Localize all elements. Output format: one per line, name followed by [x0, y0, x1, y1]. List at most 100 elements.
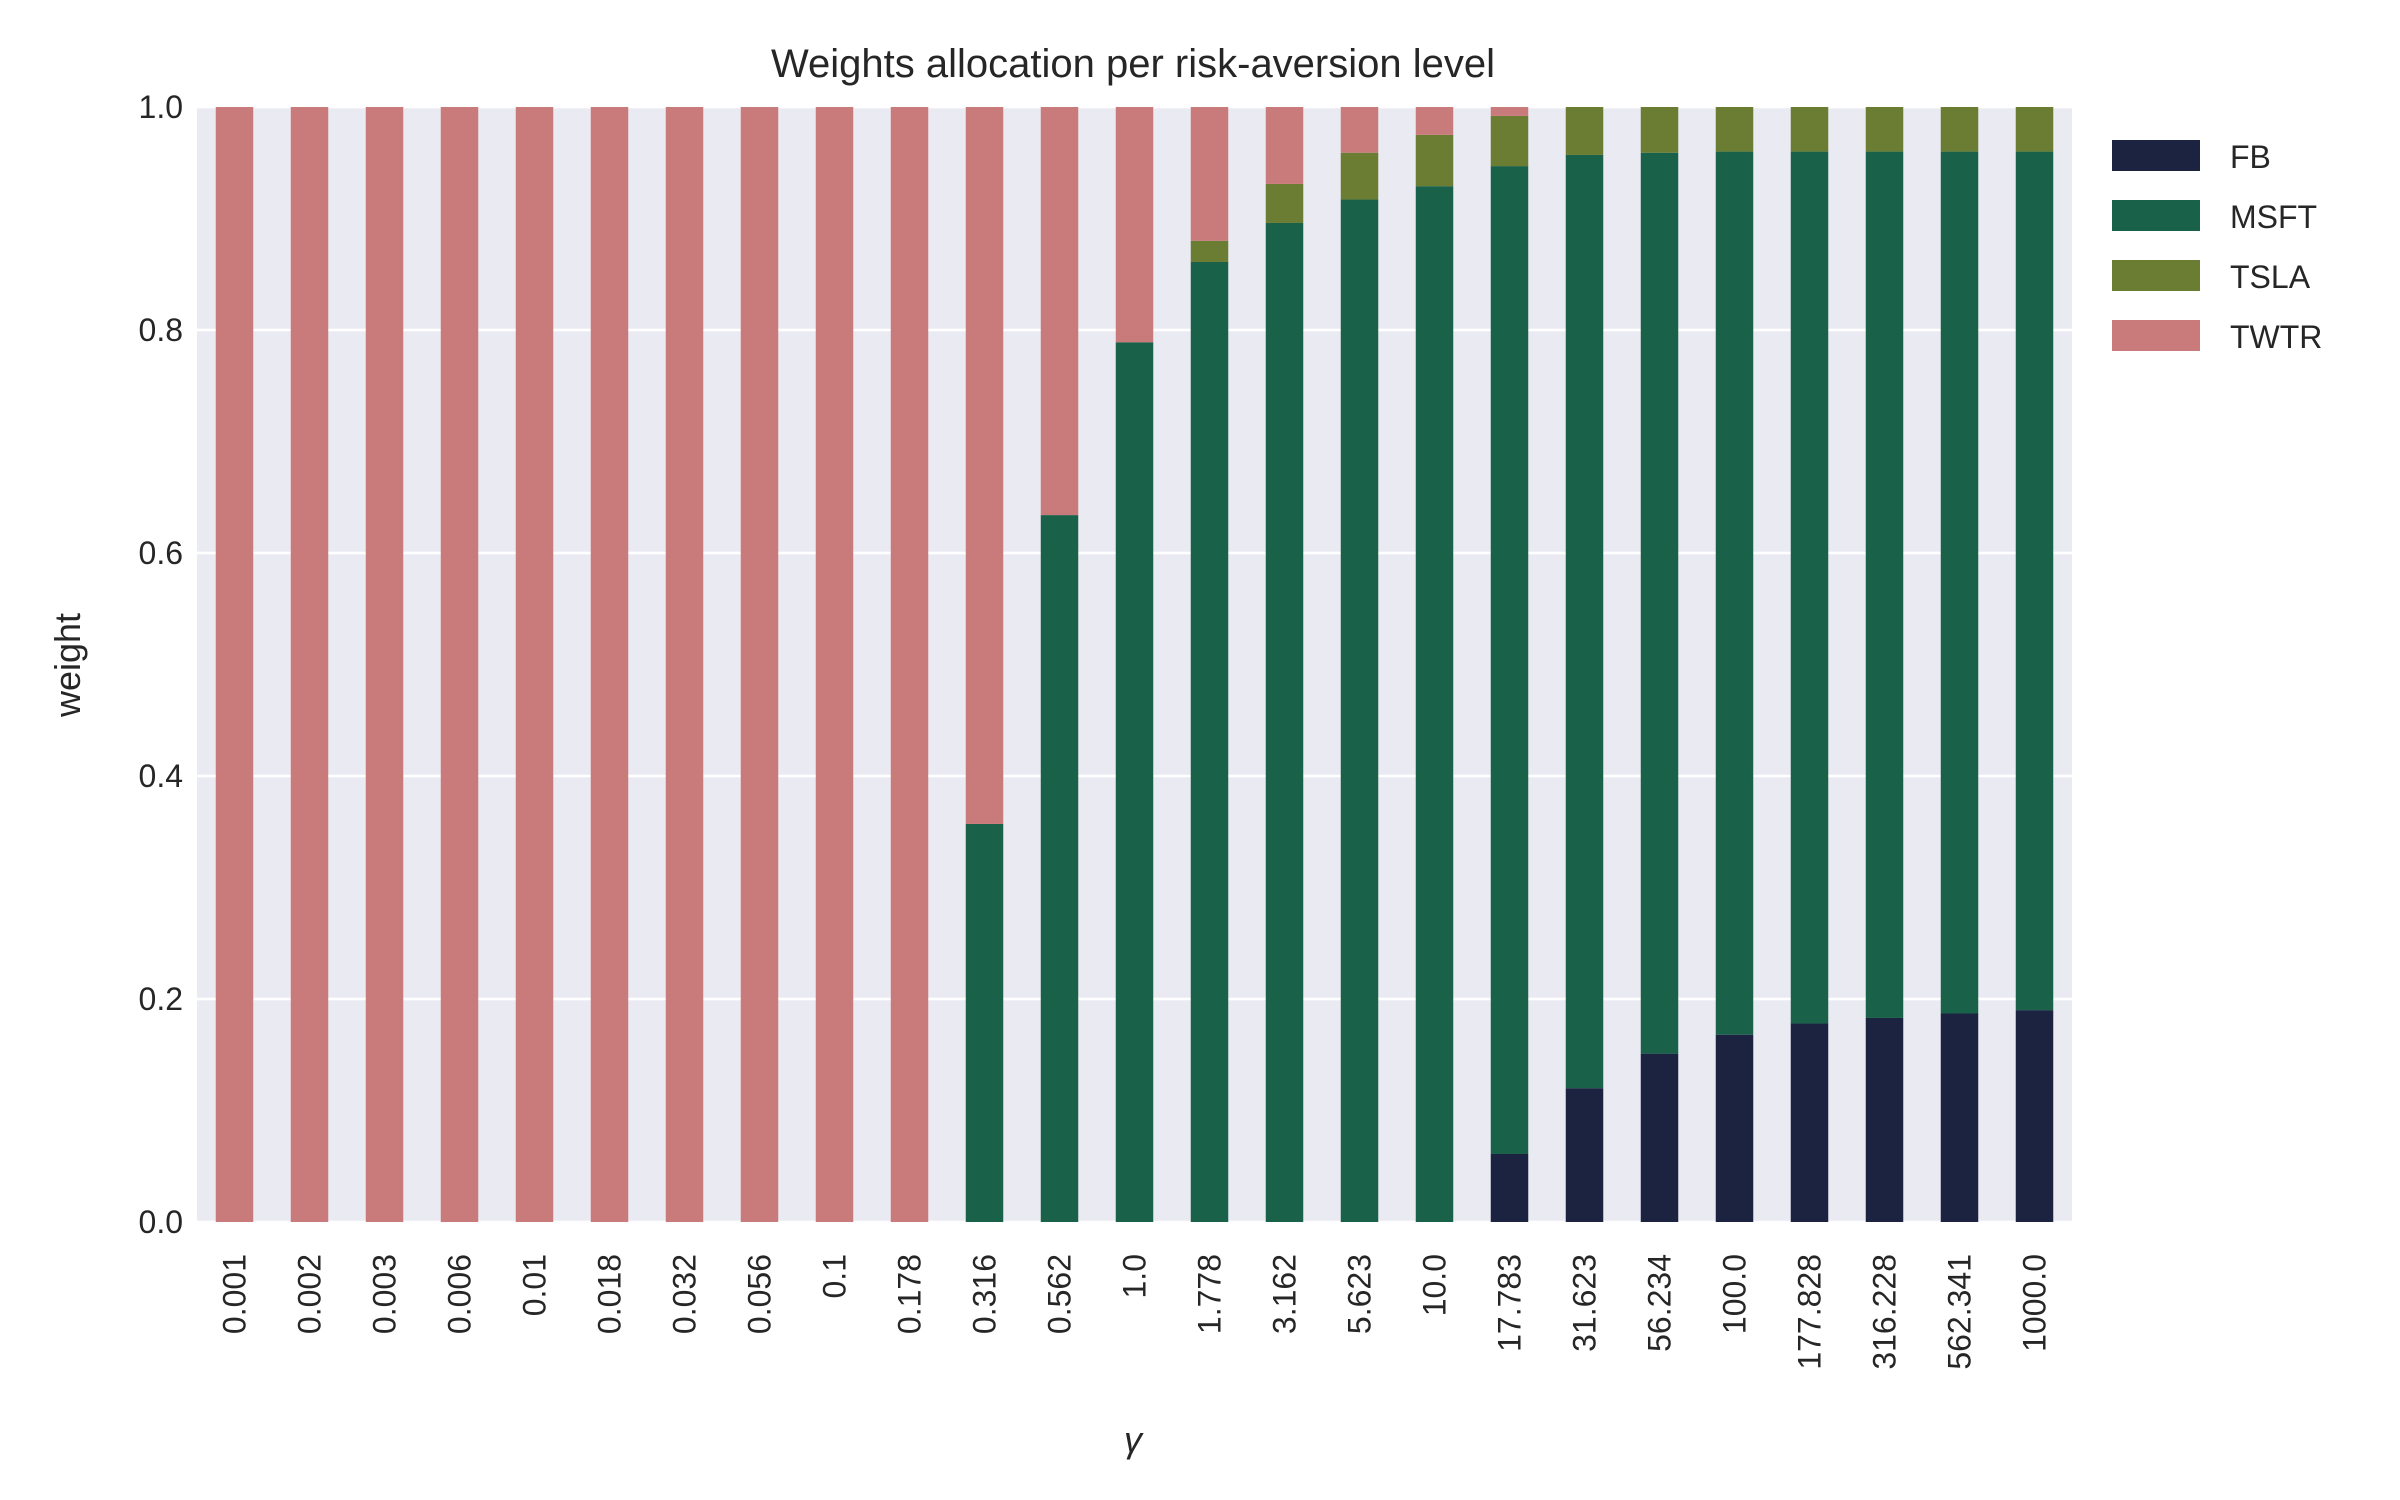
x-tick-label: 10.0 — [1417, 1254, 1453, 1316]
bar-segment-msft — [2015, 151, 2054, 1011]
legend-label-tsla: TSLA — [2230, 259, 2311, 295]
y-tick-label: 0.0 — [139, 1204, 183, 1240]
bar-segment-twtr — [290, 107, 329, 1222]
bar-segment-twtr — [1340, 107, 1379, 153]
bar-segment-tsla — [1190, 240, 1229, 262]
bar-segment-msft — [1265, 222, 1304, 1222]
bar-segment-twtr — [815, 107, 854, 1222]
bar-segment-tsla — [1565, 107, 1604, 155]
bar-segment-twtr — [1490, 107, 1529, 116]
x-tick-label: 0.178 — [892, 1254, 928, 1334]
x-tick-label: 17.783 — [1492, 1254, 1528, 1352]
bar-segment-msft — [1790, 151, 1829, 1024]
y-tick-label: 0.6 — [139, 535, 183, 571]
bar-segment-tsla — [1265, 183, 1304, 223]
x-tick-label: 0.018 — [592, 1254, 628, 1334]
legend: FB MSFT TSLA TWTR — [2112, 139, 2322, 355]
y-tick-label: 0.4 — [139, 758, 183, 794]
bar-segment-msft — [1340, 199, 1379, 1223]
bar-segment-fb — [1565, 1088, 1604, 1222]
bar-segment-twtr — [890, 107, 929, 1222]
bar-segment-tsla — [1715, 107, 1754, 152]
bar-segment-twtr — [1115, 107, 1154, 343]
bar-segment-twtr — [215, 107, 254, 1222]
y-tick-label: 0.2 — [139, 981, 183, 1017]
bar-segment-fb — [2015, 1010, 2054, 1222]
x-tick-label: 0.056 — [742, 1254, 778, 1334]
bar-segment-fb — [1640, 1053, 1679, 1222]
x-tick-label: 0.316 — [967, 1254, 1003, 1334]
bar-segment-tsla — [1340, 152, 1379, 200]
bar-segment-tsla — [2015, 107, 2054, 152]
x-tick-label: 0.002 — [292, 1254, 328, 1334]
chart-title: Weights allocation per risk-aversion lev… — [771, 42, 1495, 86]
bar-segment-tsla — [1790, 107, 1829, 152]
bar-segment-twtr — [665, 107, 704, 1222]
x-tick-label: 177.828 — [1792, 1254, 1828, 1370]
y-axis-label: weight — [47, 613, 88, 718]
x-tick-labels: 0.001 0.002 0.003 0.006 0.01 0.018 0.032 0.056 0… — [217, 1254, 2053, 1370]
x-tick-label: 1.0 — [1117, 1254, 1153, 1298]
legend-label-twtr: TWTR — [2230, 319, 2322, 355]
x-tick-label: 56.234 — [1642, 1254, 1678, 1352]
x-tick-label: 0.032 — [667, 1254, 703, 1334]
bar-segment-msft — [1490, 166, 1529, 1154]
y-tick-labels: 0.0 0.2 0.4 0.6 0.8 1.0 — [139, 89, 183, 1240]
bar-segment-twtr — [590, 107, 629, 1222]
bar-segment-msft — [1940, 151, 1979, 1014]
x-axis-label: γ — [1124, 1419, 1144, 1460]
legend-swatch-msft — [2112, 200, 2200, 231]
bar-segment-msft — [1565, 154, 1604, 1089]
bar-segment-fb — [1715, 1034, 1754, 1222]
legend-swatch-tsla — [2112, 260, 2200, 291]
x-tick-label: 0.562 — [1042, 1254, 1078, 1334]
x-tick-label: 0.1 — [817, 1254, 853, 1298]
bar-segment-msft — [1415, 186, 1454, 1222]
bar-segment-fb — [1865, 1017, 1904, 1222]
bar-segment-twtr — [365, 107, 404, 1222]
bar-segment-twtr — [740, 107, 779, 1222]
bar-segment-twtr — [1040, 107, 1079, 516]
bar-segment-msft — [1190, 261, 1229, 1222]
bar-segment-tsla — [1640, 107, 1679, 153]
bar-segment-twtr — [1415, 107, 1454, 135]
bar-segment-fb — [1490, 1153, 1529, 1222]
bar-segment-msft — [1040, 515, 1079, 1222]
bar-segment-msft — [1640, 152, 1679, 1054]
bar-segment-twtr — [440, 107, 479, 1222]
bar-segment-tsla — [1415, 134, 1454, 187]
legend-swatch-twtr — [2112, 320, 2200, 351]
x-tick-label: 1000.0 — [2017, 1254, 2053, 1352]
bar-segment-tsla — [1865, 107, 1904, 152]
bar-segment-twtr — [1265, 107, 1304, 184]
bar-segment-msft — [1715, 151, 1754, 1035]
y-tick-label: 1.0 — [139, 89, 183, 125]
legend-label-fb: FB — [2230, 139, 2271, 175]
x-tick-label: 5.623 — [1342, 1254, 1378, 1334]
x-tick-label: 31.623 — [1567, 1254, 1603, 1352]
bar-segment-twtr — [515, 107, 554, 1222]
bar-segment-tsla — [1490, 115, 1529, 167]
bars — [215, 107, 2054, 1223]
bar-segment-twtr — [965, 107, 1004, 824]
x-tick-label: 562.341 — [1942, 1254, 1978, 1370]
bar-segment-twtr — [1190, 107, 1229, 241]
bar-segment-msft — [1865, 151, 1904, 1018]
x-tick-label: 100.0 — [1717, 1254, 1753, 1334]
legend-label-msft: MSFT — [2230, 199, 2317, 235]
bar-segment-msft — [1115, 342, 1154, 1222]
legend-swatch-fb — [2112, 140, 2200, 171]
bar-segment-tsla — [1940, 107, 1979, 152]
bar-segment-fb — [1790, 1023, 1829, 1222]
x-tick-label: 3.162 — [1267, 1254, 1303, 1334]
bar-segment-fb — [1940, 1013, 1979, 1222]
x-tick-label: 0.006 — [442, 1254, 478, 1334]
bar-segment-msft — [965, 823, 1004, 1222]
x-tick-label: 0.001 — [217, 1254, 253, 1334]
x-tick-label: 0.01 — [517, 1254, 553, 1316]
x-tick-label: 0.003 — [367, 1254, 403, 1334]
x-tick-label: 316.228 — [1867, 1254, 1903, 1370]
y-tick-label: 0.8 — [139, 312, 183, 348]
